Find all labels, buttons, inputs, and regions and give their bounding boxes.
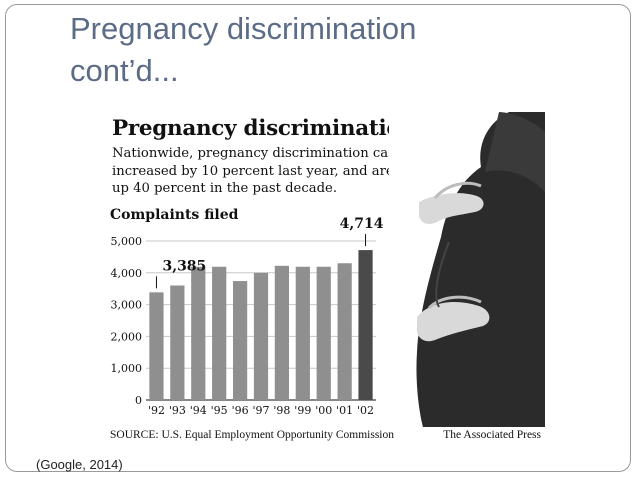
bar [337, 263, 352, 400]
bar [274, 265, 290, 400]
x-tick-label: '02 [357, 404, 374, 417]
x-tick-label: '01 [336, 404, 353, 417]
y-tick-label: 5,000 [111, 235, 143, 248]
bar [170, 285, 185, 400]
y-tick-label: 0 [135, 394, 142, 407]
news-graphic: Pregnancy discrimination rises Nationwid… [104, 112, 545, 452]
y-tick-label: 2,000 [111, 330, 143, 343]
x-tick-label: '95 [211, 404, 228, 417]
x-tick-label: '92 [148, 404, 165, 417]
bar [191, 266, 206, 400]
bar [232, 281, 248, 400]
x-tick-label: '99 [294, 404, 311, 417]
graphic-subtitle: Nationwide, pregnancy discrimination cas… [112, 145, 432, 198]
data-label: 3,385 [162, 258, 206, 274]
chart-y-label: Complaints filed [110, 207, 239, 223]
bar [295, 266, 310, 400]
slide-frame [5, 4, 631, 472]
bar [149, 292, 164, 400]
x-tick-label: '94 [190, 404, 207, 417]
pregnant-woman-photo [389, 112, 545, 427]
title-line-2: cont’d... [70, 53, 179, 88]
bar [316, 266, 331, 400]
x-tick-label: '98 [273, 404, 290, 417]
subtitle-line-2: increased by 10 percent last year, and a… [112, 163, 394, 179]
citation: (Google, 2014) [36, 457, 123, 472]
graphic-credit: The Associated Press [443, 429, 541, 441]
x-tick-label: '96 [232, 404, 249, 417]
bar-chart: 0 1,000 2,000 3,000 4,000 5,000 '92 '93 '94 '95 '9… [111, 216, 384, 417]
subtitle-line-3: up 40 percent in the past decade. [112, 181, 338, 196]
x-tick-label: '93 [169, 404, 186, 417]
graphic-source: SOURCE: U.S. Equal Employment Opportunit… [110, 429, 394, 441]
data-label: 4,714 [340, 216, 384, 232]
y-tick-label: 1,000 [111, 362, 143, 375]
y-tick-label: 4,000 [111, 267, 143, 280]
slide-title: Pregnancy discrimination cont’d... [70, 8, 590, 92]
subtitle-line-1: Nationwide, pregnancy discrimination cas… [112, 146, 410, 161]
x-tick-label: '97 [252, 404, 269, 417]
bar [253, 272, 269, 400]
bar [212, 266, 227, 400]
x-tick-label: '00 [315, 404, 332, 417]
y-tick-label: 3,000 [111, 299, 143, 312]
bar [358, 250, 373, 400]
title-line-1: Pregnancy discrimination [70, 11, 417, 46]
